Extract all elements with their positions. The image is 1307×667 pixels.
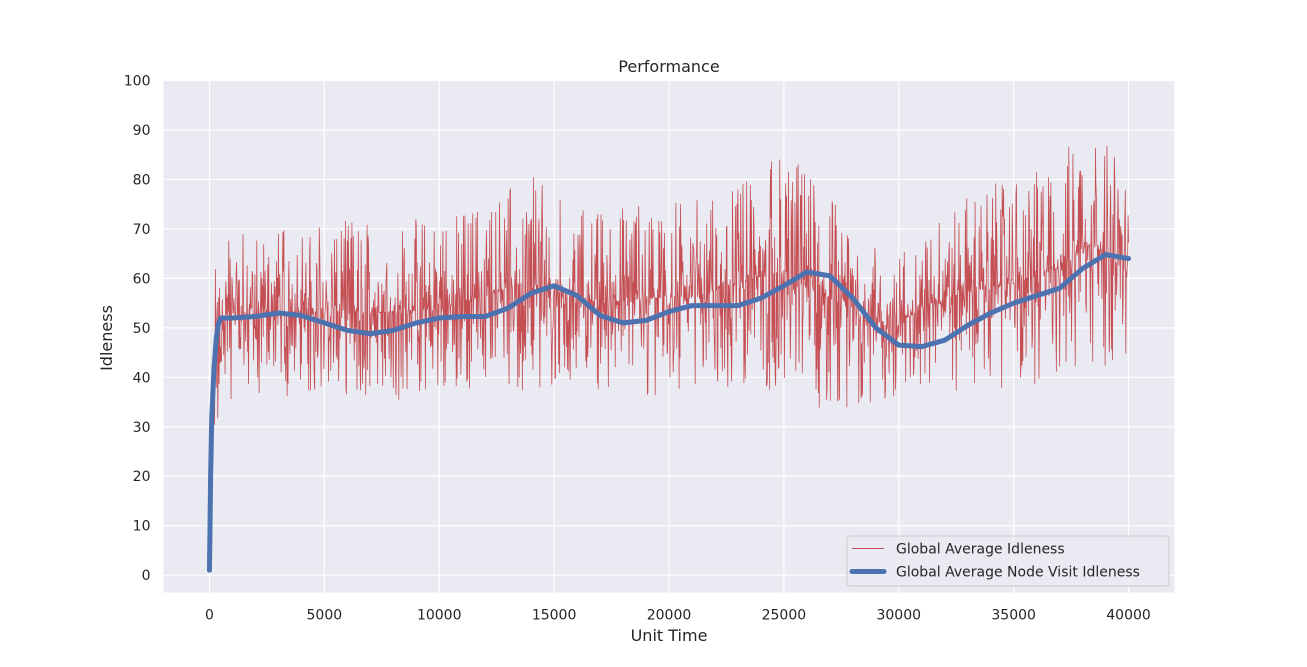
series-line-idleness <box>209 145 1129 571</box>
chart-title: Performance <box>618 57 719 76</box>
y-tick-label: 20 <box>133 469 151 485</box>
y-tick-label: 60 <box>133 271 151 287</box>
y-tick-label: 0 <box>142 568 151 584</box>
x-tick-label: 40000 <box>1106 608 1151 624</box>
x-tick-label: 10000 <box>417 608 462 624</box>
x-tick-label: 5000 <box>307 608 343 624</box>
legend: Global Average Idleness Global Average N… <box>846 535 1170 587</box>
legend-box <box>846 535 1170 587</box>
x-tick-label: 25000 <box>762 608 807 624</box>
y-tick-label: 30 <box>133 420 151 436</box>
y-tick-label: 90 <box>133 123 151 139</box>
legend-label-node-visit: Global Average Node Visit Idleness <box>896 565 1140 581</box>
series-layer <box>206 145 1132 573</box>
x-tick-label: 35000 <box>991 608 1036 624</box>
x-tick-label: 0 <box>205 608 214 624</box>
y-axis-title: Idleness <box>97 305 116 371</box>
x-tick-label: 15000 <box>532 608 577 624</box>
series-line-node-visit <box>206 252 1132 573</box>
x-tick-label: 20000 <box>647 608 692 624</box>
y-tick-label: 40 <box>133 370 151 386</box>
y-tick-label: 10 <box>133 519 151 535</box>
y-tick-label: 80 <box>133 172 151 188</box>
legend-label-idleness: Global Average Idleness <box>896 542 1065 558</box>
y-tick-label: 50 <box>133 321 151 337</box>
y-tick-label: 70 <box>133 222 151 238</box>
y-tick-label: 100 <box>124 74 151 90</box>
x-axis-title: Unit Time <box>631 626 708 645</box>
tick-labels: 0 5000 10000 15000 20000 25000 30000 35000 40000… <box>124 74 1151 624</box>
x-tick-label: 30000 <box>876 608 921 624</box>
